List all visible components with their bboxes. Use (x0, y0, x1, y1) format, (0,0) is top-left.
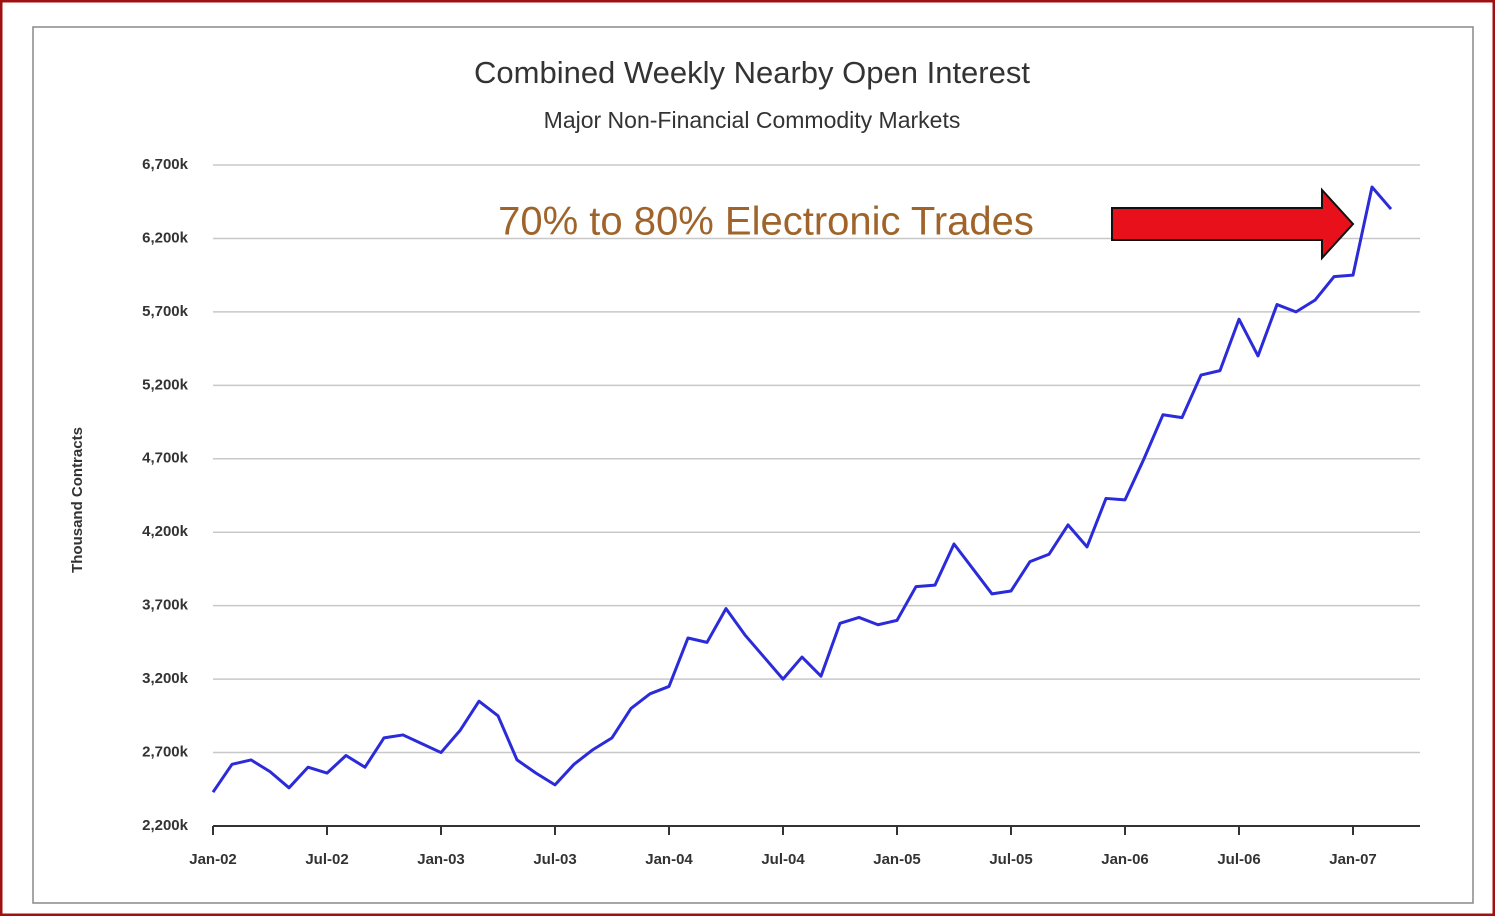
y-tick-label: 3,700k (142, 597, 189, 614)
annotation: 70% to 80% Electronic Trades (498, 200, 1034, 244)
y-tick-label: 2,200k (142, 817, 189, 834)
x-tick-label: Jan-05 (873, 851, 921, 868)
x-tick-label: Jan-07 (1329, 851, 1377, 868)
line (211, 185, 1393, 794)
y-tick-label: 2,700k (142, 744, 189, 761)
y-axis-label: Thousand Contracts (69, 427, 86, 573)
x-tick-label: Jan-02 (189, 851, 237, 868)
arrow (1111, 187, 1355, 261)
panel (32, 26, 1474, 904)
y-tick-label: 6,700k (142, 156, 189, 173)
x-tick-label: Jan-06 (1101, 851, 1149, 868)
x-tick-label: Jan-03 (417, 851, 465, 868)
x-tick-label: Jul-03 (533, 851, 576, 868)
x-tick-label: Jul-04 (761, 851, 805, 868)
chart-title: Combined Weekly Nearby Open Interest (474, 55, 1030, 90)
y-tick-label: 6,200k (142, 229, 189, 246)
y-tick-label: 5,700k (142, 303, 189, 320)
x-tick-label: Jul-02 (305, 851, 348, 868)
x-tick-label: Jan-04 (645, 851, 693, 868)
chart-subtitle: Major Non-Financial Commodity Markets (544, 107, 961, 133)
x-tick-label: Jul-06 (1217, 851, 1260, 868)
y-tick-label: 3,200k (142, 670, 189, 687)
y-tick-label: 5,200k (142, 376, 189, 393)
y-tick-label: 4,700k (142, 450, 189, 467)
y-tick-label: 4,200k (142, 523, 189, 540)
x-tick-label: Jul-05 (989, 851, 1032, 868)
